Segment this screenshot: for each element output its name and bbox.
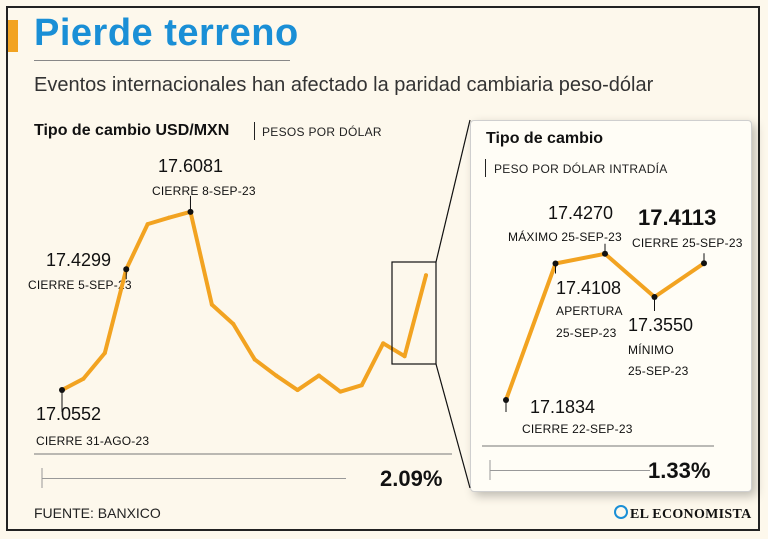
page-subtitle: Eventos internacionales han afectado la …	[34, 74, 654, 96]
main-chart-title: Tipo de cambio USD/MXN	[34, 122, 230, 139]
source-note: FUENTE: BANXICO	[34, 505, 161, 521]
inset-ann-value-0: 17.1834	[530, 397, 596, 417]
zoom-box	[391, 261, 437, 365]
inset-ann-label-3a: MÍNIMO	[628, 343, 674, 357]
brand-mark-icon	[614, 505, 628, 519]
inset-ann-label-1b: 25-SEP-23	[556, 326, 617, 340]
main-point-14	[359, 383, 364, 388]
main-point-4	[145, 222, 150, 227]
main-ann-value-1: 17.4299	[46, 250, 112, 270]
main-chart-unit: PESOS POR DÓLAR	[262, 125, 382, 139]
main-change-pct: 2.09%	[380, 466, 443, 491]
inset-title-separator	[485, 159, 486, 177]
main-point-2	[102, 351, 107, 355]
main-point-10	[274, 373, 279, 378]
main-change-track	[42, 478, 346, 479]
main-point-12	[316, 373, 321, 378]
zoom-connector-top	[435, 119, 471, 263]
main-ann-value-2: 17.6081	[158, 156, 224, 176]
inset-chart-unit: PESO POR DÓLAR INTRADÍA	[494, 162, 668, 176]
main-point-8	[231, 322, 236, 326]
inset-ann-value-1: 17.4108	[556, 278, 622, 298]
main-ann-label-2: CIERRE 8-SEP-23	[152, 184, 256, 198]
title-rule	[34, 60, 290, 61]
main-ann-label-0: CIERRE 31-AGO-23	[36, 434, 150, 448]
main-ann-label-1: CIERRE 5-SEP-23	[28, 278, 132, 292]
inset-ann-label-3b: 25-SEP-23	[628, 364, 689, 378]
inset-ann-label-0: CIERRE 22-SEP-23	[522, 422, 633, 436]
inset-chart-title: Tipo de cambio	[486, 130, 604, 147]
inset-ann-value-4: 17.4113	[638, 205, 717, 230]
main-point-7	[209, 302, 214, 307]
intraday-panel	[470, 120, 752, 492]
page-title: Pierde terreno	[34, 12, 299, 54]
main-title-separator	[254, 122, 255, 140]
zoom-connector-bottom	[435, 363, 471, 489]
inset-ann-value-2: 17.4270	[548, 203, 614, 223]
accent-bar	[8, 20, 18, 52]
inset-series-line	[504, 251, 706, 402]
main-point-11	[295, 388, 300, 393]
inset-ann-label-1a: APERTURA	[556, 304, 623, 318]
main-point-1	[81, 376, 86, 381]
main-point-5	[167, 215, 172, 220]
inset-change-pct: 1.33%	[648, 458, 711, 483]
main-point-13	[338, 389, 343, 394]
inset-ann-label-2: MÁXIMO 25-SEP-23	[508, 230, 622, 244]
inset-change-track	[490, 470, 650, 471]
brand-logo: EL ECONOMISTA	[614, 505, 752, 523]
main-point-17	[424, 273, 428, 278]
inset-ann-label-4: CIERRE 25-SEP-23	[632, 236, 743, 250]
brand-name: EL ECONOMISTA	[630, 507, 752, 522]
frame	[6, 6, 760, 531]
main-ann-value-0: 17.0552	[36, 404, 102, 424]
main-point-16	[402, 354, 407, 359]
main-point-9	[252, 357, 257, 362]
inset-ann-value-3: 17.3550	[628, 315, 694, 335]
main-point-15	[381, 341, 386, 346]
main-series-line	[60, 209, 428, 394]
